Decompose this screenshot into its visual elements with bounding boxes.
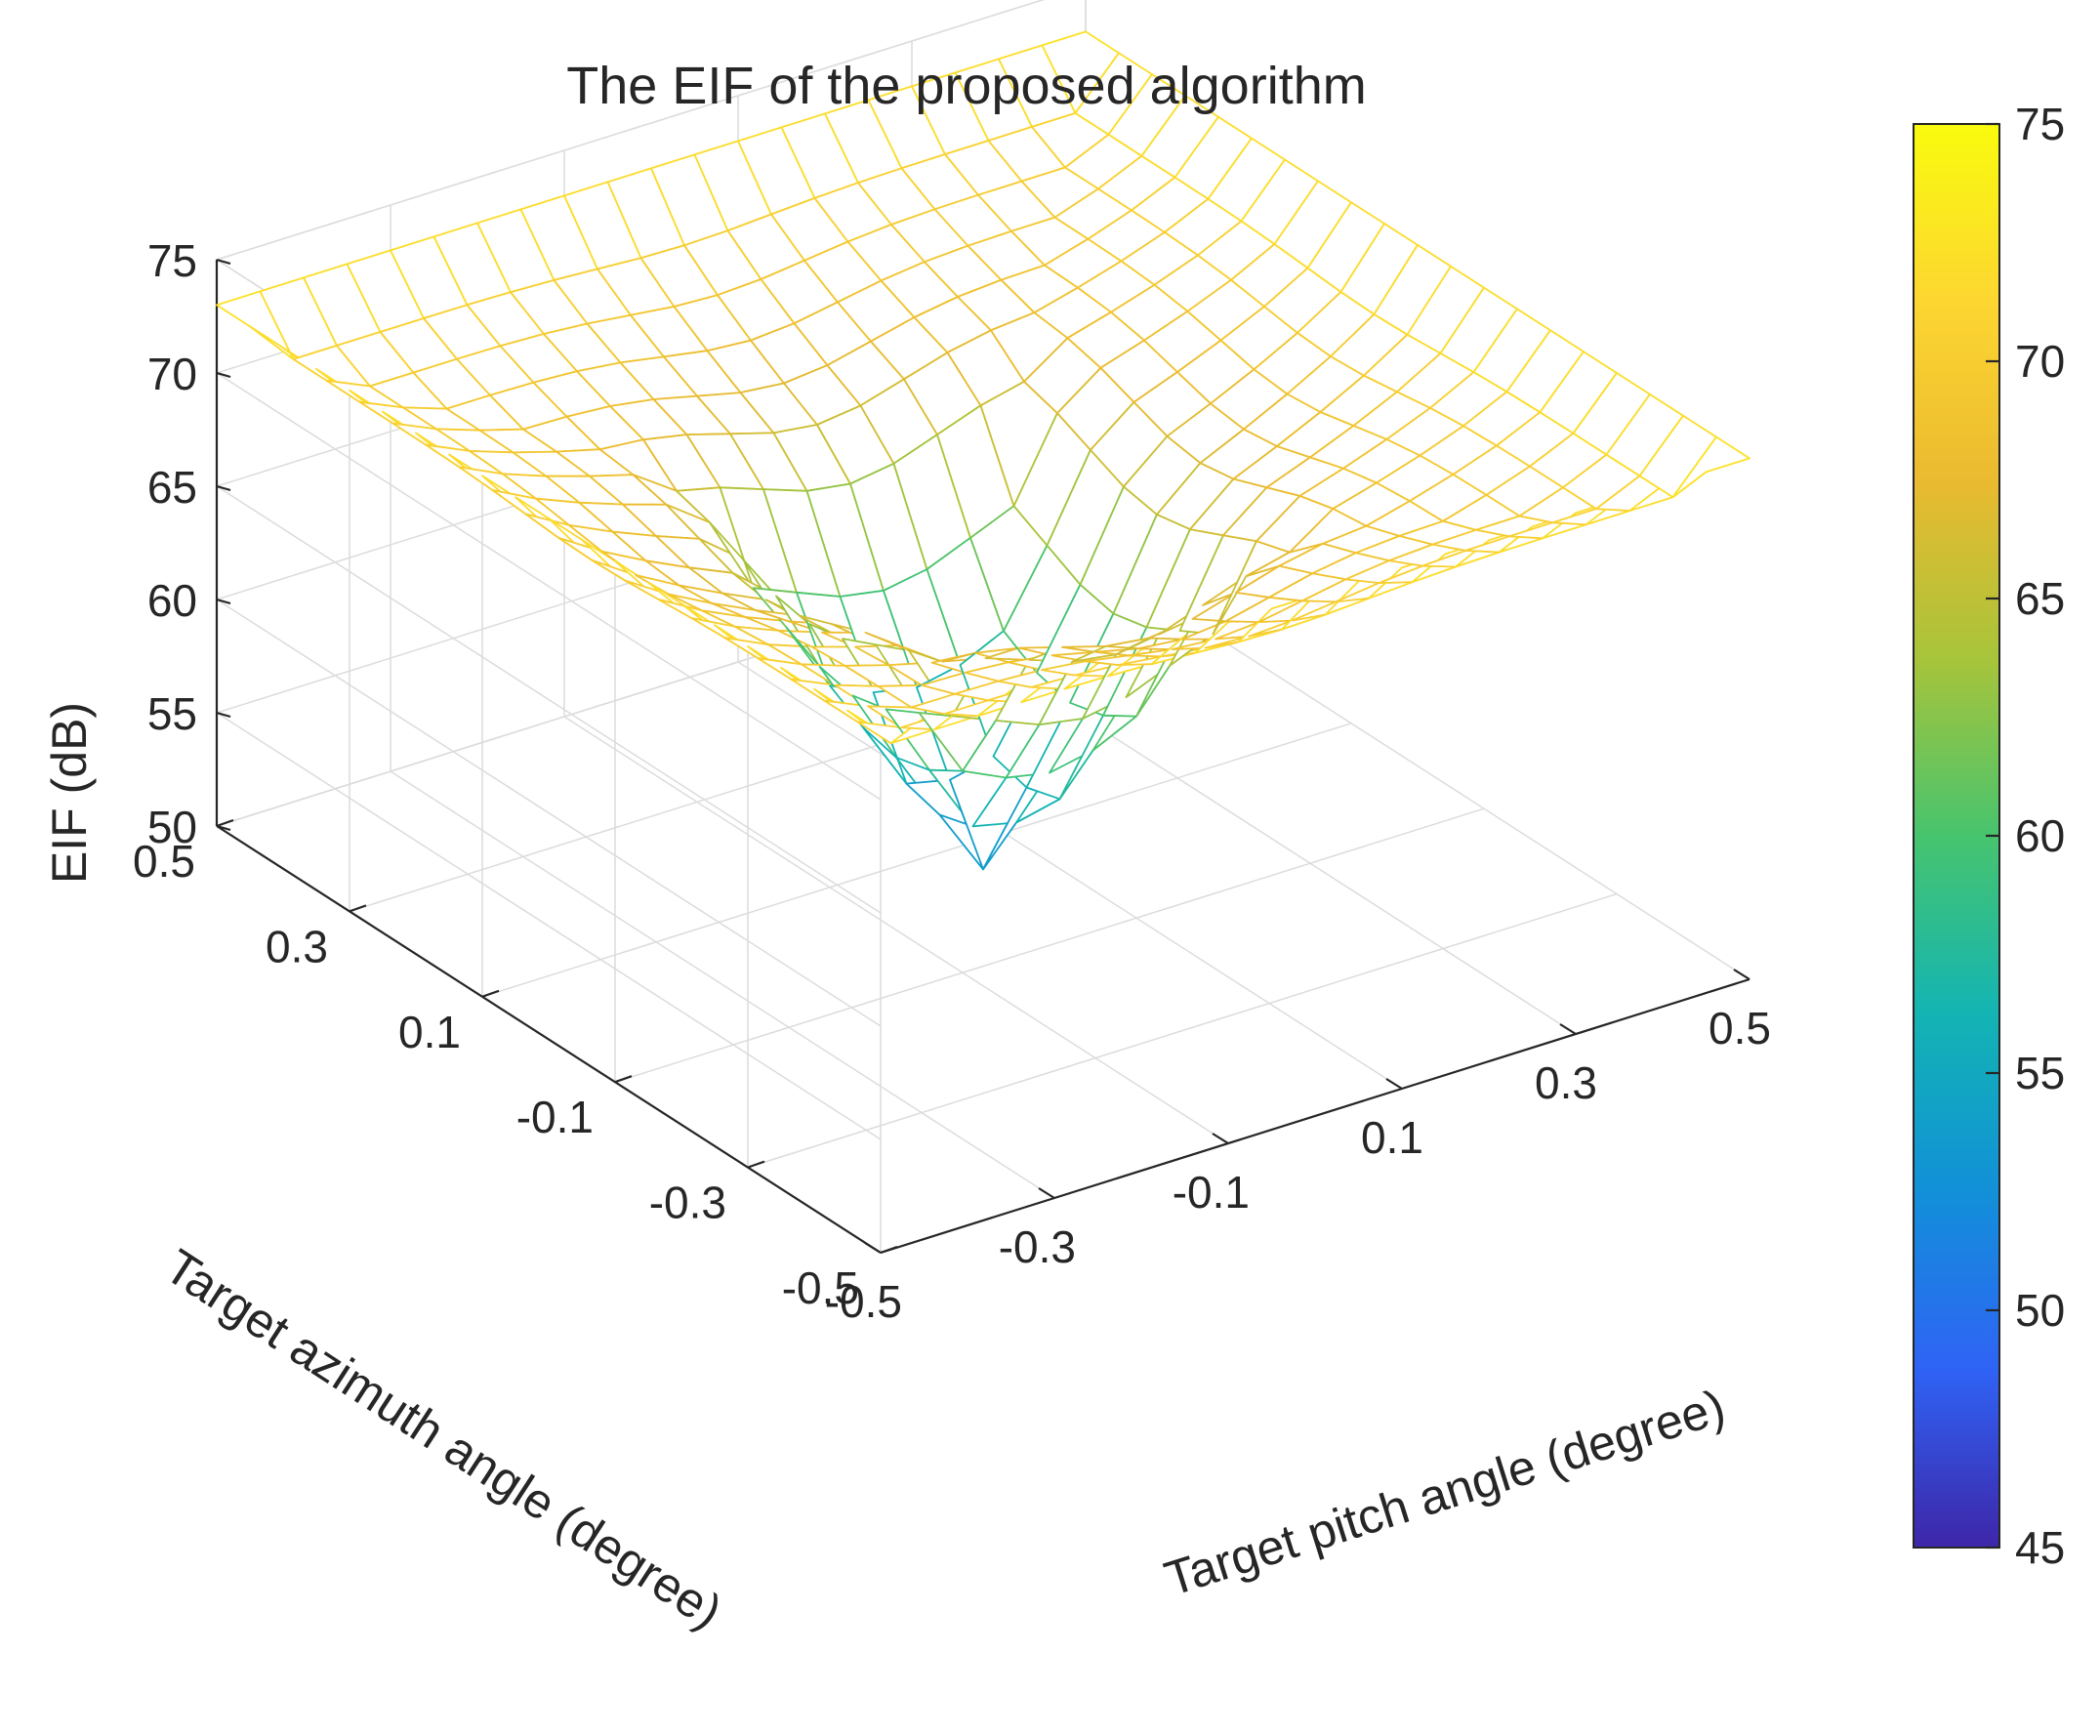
grid-line-y-floor bbox=[614, 807, 1485, 1083]
x-tick bbox=[1385, 1078, 1403, 1090]
y-tick-label: -0.1 bbox=[516, 1092, 594, 1142]
x-tick-label: -0.5 bbox=[825, 1276, 902, 1327]
colorbar-tick-label: 45 bbox=[2015, 1522, 2065, 1573]
z-tick bbox=[216, 484, 231, 492]
y-tick bbox=[481, 989, 500, 998]
y-tick-label: -0.5 bbox=[782, 1262, 859, 1313]
x-tick bbox=[1733, 969, 1750, 980]
x-tick-label: 0.1 bbox=[1361, 1112, 1423, 1163]
surface-mesh bbox=[216, 30, 1750, 871]
z-tick bbox=[216, 711, 231, 719]
y-tick bbox=[880, 1245, 898, 1255]
z-axis-label: EIF (dB) bbox=[42, 702, 97, 884]
x-tick bbox=[864, 1242, 882, 1254]
z-tick-label: 50 bbox=[147, 802, 197, 852]
y-axis-line bbox=[216, 825, 882, 1254]
x-tick-label: -0.1 bbox=[1173, 1167, 1250, 1218]
colorbar-tick-label: 75 bbox=[2015, 99, 2065, 149]
axes-layer bbox=[215, 260, 1750, 1255]
x-tick-label: 0.5 bbox=[1709, 1003, 1771, 1054]
colorbar-tick-label: 60 bbox=[2015, 810, 2065, 861]
z-tick-label: 60 bbox=[147, 575, 197, 626]
z-tick-label: 55 bbox=[147, 688, 197, 739]
chart-title: The EIF of the proposed algorithm bbox=[566, 57, 1366, 115]
y-tick-label: 0.1 bbox=[398, 1007, 461, 1057]
x-tick bbox=[1038, 1187, 1055, 1199]
box-edge bbox=[216, 0, 1045, 261]
y-tick bbox=[349, 904, 367, 913]
x-tick bbox=[1212, 1133, 1229, 1144]
colorbar-fill bbox=[1913, 123, 2000, 1549]
z-tick bbox=[216, 258, 231, 266]
z-tick bbox=[216, 598, 231, 605]
tick-layer: 50 55 60 65 70 75 0.5 0.3 0.1 -0.1 -0.3 -0.5-0.5 -0.… bbox=[133, 235, 1771, 1327]
z-tick bbox=[216, 824, 231, 832]
colorbar-tick-label: 65 bbox=[2015, 573, 2065, 624]
mesh-cell bbox=[1671, 435, 1750, 499]
z-tick-label: 65 bbox=[147, 462, 197, 513]
y-tick-label: 0.3 bbox=[266, 921, 328, 971]
y-tick-label: 0.5 bbox=[133, 836, 195, 887]
y-tick bbox=[747, 1160, 765, 1169]
grid-line-x-floor bbox=[390, 770, 1055, 1199]
x-tick-label: -0.3 bbox=[999, 1221, 1076, 1272]
x-axis-label: Target pitch angle (degree) bbox=[1159, 1379, 1732, 1606]
colorbar: 45 50 55 60 65 70 75 bbox=[1913, 99, 2065, 1573]
grid-line-x-floor bbox=[737, 661, 1403, 1090]
y-tick bbox=[216, 818, 234, 828]
y-axis-label: Target azimuth angle (degree) bbox=[155, 1239, 731, 1639]
grid-line-y-floor bbox=[747, 892, 1618, 1169]
z-tick bbox=[216, 371, 231, 379]
colorbar-tick-label: 70 bbox=[2015, 336, 2065, 387]
grid-line-x-floor bbox=[563, 716, 1229, 1144]
grid-line-y-floor bbox=[481, 723, 1352, 998]
y-tick bbox=[614, 1075, 633, 1084]
y-tick-label: -0.3 bbox=[649, 1178, 726, 1228]
colorbar-tick-label: 50 bbox=[2015, 1285, 2065, 1336]
z-tick-label: 75 bbox=[147, 235, 197, 286]
x-tick-label: 0.3 bbox=[1535, 1057, 1597, 1108]
x-axis-line bbox=[880, 977, 1750, 1255]
z-tick-label: 70 bbox=[147, 349, 197, 399]
x-tick bbox=[1559, 1023, 1577, 1035]
colorbar-tick-label: 55 bbox=[2015, 1048, 2065, 1098]
